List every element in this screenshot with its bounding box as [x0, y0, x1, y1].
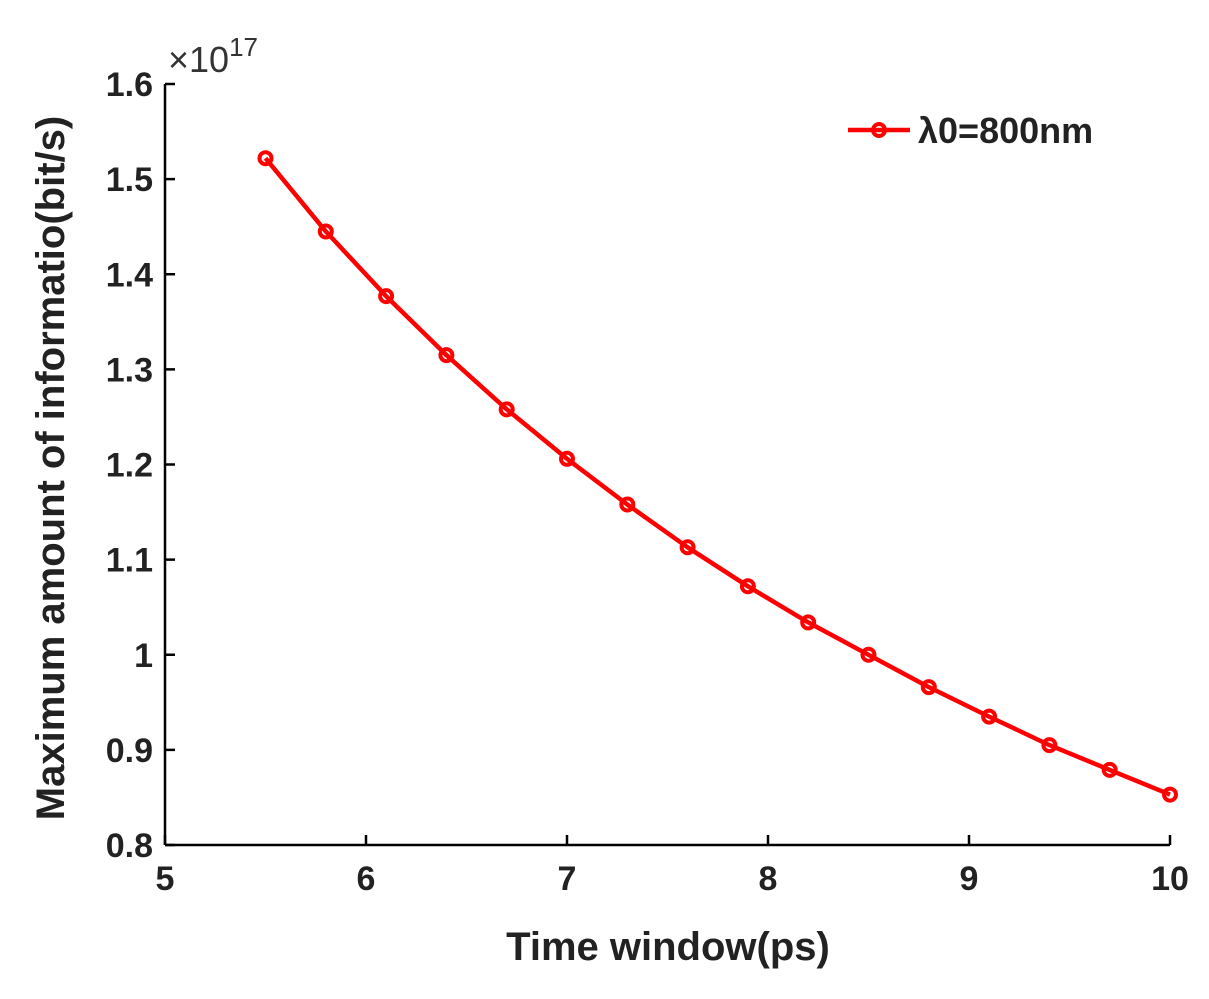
legend-marker	[871, 122, 887, 138]
data-point	[1041, 737, 1058, 754]
y-tick-label: 0.8	[106, 827, 153, 865]
data-point	[257, 150, 274, 167]
data-point	[800, 614, 817, 631]
y-tick-label: 1.1	[106, 542, 153, 580]
y-tick-label: 1	[134, 637, 153, 675]
y-tick-label: 0.9	[106, 732, 153, 770]
x-tick-label: 9	[960, 860, 979, 898]
data-point	[378, 288, 395, 305]
data-point	[1162, 786, 1178, 803]
x-tick-label: 8	[759, 860, 778, 898]
x-axis-ticks: 5 6 7 8 9 10	[156, 835, 1189, 898]
legend: λ0=800nm	[848, 110, 1093, 151]
data-point	[498, 401, 515, 418]
data-point	[619, 496, 636, 513]
y-tick-label: 1.6	[106, 66, 153, 104]
y-exponent-power: 17	[229, 32, 258, 62]
y-tick-label: 1.4	[106, 256, 153, 294]
x-tick-label: 5	[156, 860, 175, 898]
data-point	[559, 450, 575, 467]
y-tick-label: 1.5	[106, 161, 153, 199]
y-tick-label: 1.2	[106, 447, 153, 485]
x-tick-label: 7	[558, 860, 577, 898]
data-point	[981, 708, 998, 725]
x-tick-label: 10	[1151, 860, 1189, 898]
x-axis-title: Time window(ps)	[506, 925, 830, 969]
y-exponent-base: ×10	[168, 39, 229, 80]
series-layer	[257, 150, 1178, 803]
y-axis-ticks: 0.8 0.9 1 1.1 1.2 1.3 1.4 1.5 1.6	[106, 66, 175, 865]
y-tick-label: 1.3	[106, 351, 153, 389]
data-point	[1101, 761, 1118, 778]
data-point	[317, 223, 334, 240]
data-point	[438, 347, 455, 364]
x-tick-label: 6	[357, 860, 376, 898]
series-line	[263, 156, 1171, 797]
data-point	[679, 539, 696, 556]
data-point	[739, 578, 756, 595]
data-point	[860, 646, 877, 663]
data-point	[920, 679, 937, 696]
y-exponent-label: ×1017	[168, 32, 258, 80]
y-axis-title: Maximum amount of informatio(bit/s)	[29, 116, 73, 820]
legend-label: λ0=800nm	[918, 110, 1093, 151]
